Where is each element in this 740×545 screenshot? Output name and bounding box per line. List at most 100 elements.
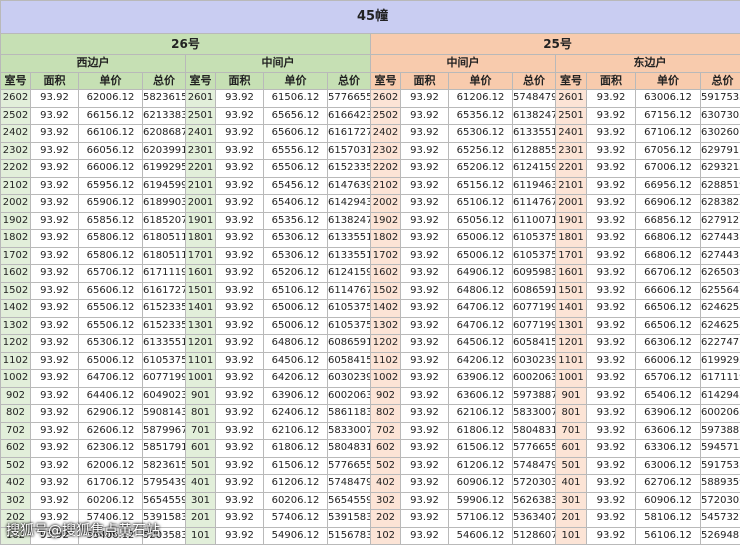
data-cell: 93.92	[215, 369, 264, 388]
data-cell: 62706.12	[635, 474, 701, 493]
data-cell: 93.92	[30, 369, 79, 388]
room-cell: 1602	[370, 264, 401, 283]
room-cell: 2601	[555, 89, 587, 108]
data-cell: 93.92	[30, 491, 79, 510]
room-cell: 1401	[185, 299, 216, 318]
data-cell: 60206.12	[263, 491, 328, 510]
room-cell: 302	[0, 491, 31, 510]
data-cell: 6161727	[327, 124, 371, 143]
room-cell: 902	[370, 386, 401, 405]
data-cell: 65206.12	[448, 159, 513, 178]
data-cell: 93.92	[215, 334, 264, 353]
data-cell: 5720303	[512, 474, 556, 493]
room-cell: 602	[0, 439, 31, 458]
data-cell: 6246255	[699, 316, 740, 335]
data-cell: 5626383	[512, 491, 556, 510]
data-cell: 6255647	[699, 281, 740, 300]
data-cell: 62006.12	[78, 89, 143, 108]
data-cell: 93.92	[30, 141, 79, 160]
data-cell: 93.92	[400, 491, 449, 510]
data-cell: 6105375	[142, 351, 186, 370]
data-cell: 6152335	[142, 299, 186, 318]
data-cell: 6128855	[512, 141, 556, 160]
data-cell: 63606.12	[635, 421, 701, 440]
data-cell: 93.92	[215, 474, 264, 493]
data-cell: 61506.12	[263, 89, 328, 108]
room-cell: 801	[555, 404, 587, 423]
building-header: 25号	[369, 33, 740, 55]
data-cell: 5917535	[699, 456, 740, 475]
data-cell: 65206.12	[263, 264, 328, 283]
room-cell: 1301	[185, 316, 216, 335]
data-cell: 65006.12	[448, 229, 513, 248]
data-cell: 63906.12	[263, 386, 328, 405]
data-cell: 5776655	[512, 439, 556, 458]
data-cell: 6161727	[142, 281, 186, 300]
data-cell: 93.92	[215, 421, 264, 440]
data-cell: 65406.12	[635, 386, 701, 405]
data-cell: 65706.12	[78, 264, 143, 283]
data-cell: 93.92	[215, 526, 264, 545]
data-cell: 6133551	[512, 124, 556, 143]
data-cell: 65506.12	[78, 299, 143, 318]
data-cell: 66156.12	[78, 106, 143, 125]
data-cell: 65306.12	[263, 246, 328, 265]
room-cell: 1402	[370, 299, 401, 318]
data-cell: 93.92	[400, 509, 449, 528]
data-cell: 65006.12	[263, 299, 328, 318]
data-cell: 66506.12	[635, 316, 701, 335]
data-cell: 6058415	[512, 334, 556, 353]
data-cell: 6157031	[327, 141, 371, 160]
data-cell: 6095983	[512, 264, 556, 283]
data-cell: 93.92	[586, 509, 636, 528]
data-cell: 93.92	[30, 106, 79, 125]
data-cell: 65556.12	[263, 141, 328, 160]
room-cell: 901	[555, 386, 587, 405]
table-row: 1902 93.92 65856.12 6185207 1901 93.92 65356.1…	[0, 211, 740, 230]
data-cell: 93.92	[586, 491, 636, 510]
data-cell: 93.92	[586, 89, 636, 108]
table-row: 2002 93.92 65906.12 6189903 2001 93.92 65406.1…	[0, 194, 740, 213]
data-cell: 5851791	[142, 439, 186, 458]
data-cell: 63006.12	[635, 89, 701, 108]
room-cell: 801	[185, 404, 216, 423]
table-row: 1702 93.92 65806.12 6180511 1701 93.92 65306.1…	[0, 246, 740, 265]
room-cell: 2201	[185, 159, 216, 178]
data-cell: 93.92	[215, 439, 264, 458]
room-cell: 902	[0, 386, 31, 405]
room-cell: 2202	[0, 159, 31, 178]
data-cell: 63906.12	[635, 404, 701, 423]
data-cell: 61706.12	[78, 474, 143, 493]
data-cell: 93.92	[586, 281, 636, 300]
data-cell: 93.92	[30, 89, 79, 108]
data-cell: 6086591	[512, 281, 556, 300]
data-cell: 6246255	[699, 299, 740, 318]
room-cell: 1302	[0, 316, 31, 335]
table-row: 502 93.92 62006.12 5823615 501 93.92 61506.12 5…	[0, 456, 740, 475]
column-header: 室号	[370, 71, 401, 90]
data-cell: 65806.12	[78, 246, 143, 265]
room-cell: 701	[555, 421, 587, 440]
data-cell: 62306.12	[78, 439, 143, 458]
table-row: 1502 93.92 65606.12 6161727 1501 93.92 65106.1…	[0, 281, 740, 300]
data-cell: 5833007	[327, 421, 371, 440]
data-cell: 93.92	[215, 386, 264, 405]
room-cell: 1002	[370, 369, 401, 388]
data-cell: 93.92	[215, 299, 264, 318]
data-cell: 93.92	[215, 106, 264, 125]
data-cell: 6283823	[699, 194, 740, 213]
data-cell: 93.92	[400, 526, 449, 545]
room-cell: 501	[555, 456, 587, 475]
data-cell: 93.92	[215, 456, 264, 475]
data-cell: 60906.12	[635, 491, 701, 510]
data-cell: 6199295	[699, 351, 740, 370]
data-cell: 57406.12	[263, 509, 328, 528]
room-cell: 1102	[0, 351, 31, 370]
data-cell: 60906.12	[448, 474, 513, 493]
data-cell: 93.92	[400, 299, 449, 318]
room-cell: 201	[555, 509, 587, 528]
room-cell: 301	[555, 491, 587, 510]
room-cell: 2002	[370, 194, 401, 213]
room-cell: 1402	[0, 299, 31, 318]
data-cell: 93.92	[215, 281, 264, 300]
